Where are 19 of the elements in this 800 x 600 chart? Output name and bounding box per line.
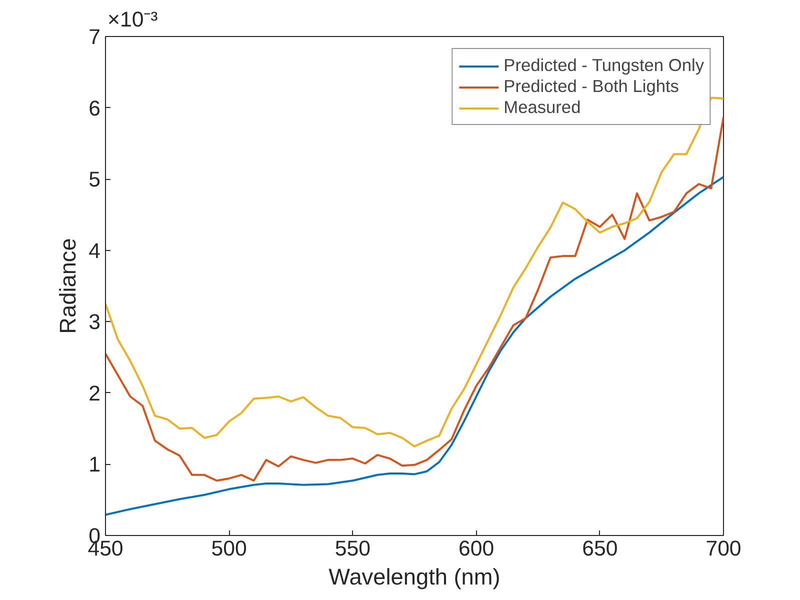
- y-tick-label: 3: [88, 310, 101, 334]
- line-series: [106, 176, 724, 516]
- legend-label: Predicted - Both Lights: [504, 76, 679, 97]
- x-tick-label: 500: [211, 536, 248, 560]
- x-tick-label: 650: [582, 536, 618, 560]
- y-tick-label: 1: [88, 452, 101, 477]
- text: ×10⁻³: [108, 8, 158, 32]
- x-tick-label: 600: [458, 536, 494, 560]
- x-axis-title: Wavelength (nm): [328, 564, 500, 590]
- y-tick-label: 2: [88, 381, 101, 406]
- x-tick-label: 550: [334, 536, 371, 560]
- x-tick-label: 700: [706, 536, 742, 560]
- y-tick-label: 6: [88, 96, 101, 120]
- y-tick-label: 7: [88, 25, 101, 49]
- legend-label: Measured: [504, 97, 581, 118]
- y-axis-title: Radiance: [54, 238, 81, 334]
- legend-label: Predicted - Tungsten Only: [504, 55, 704, 76]
- y-tick-label: 4: [88, 238, 101, 263]
- y-tick-label: 5: [88, 168, 101, 192]
